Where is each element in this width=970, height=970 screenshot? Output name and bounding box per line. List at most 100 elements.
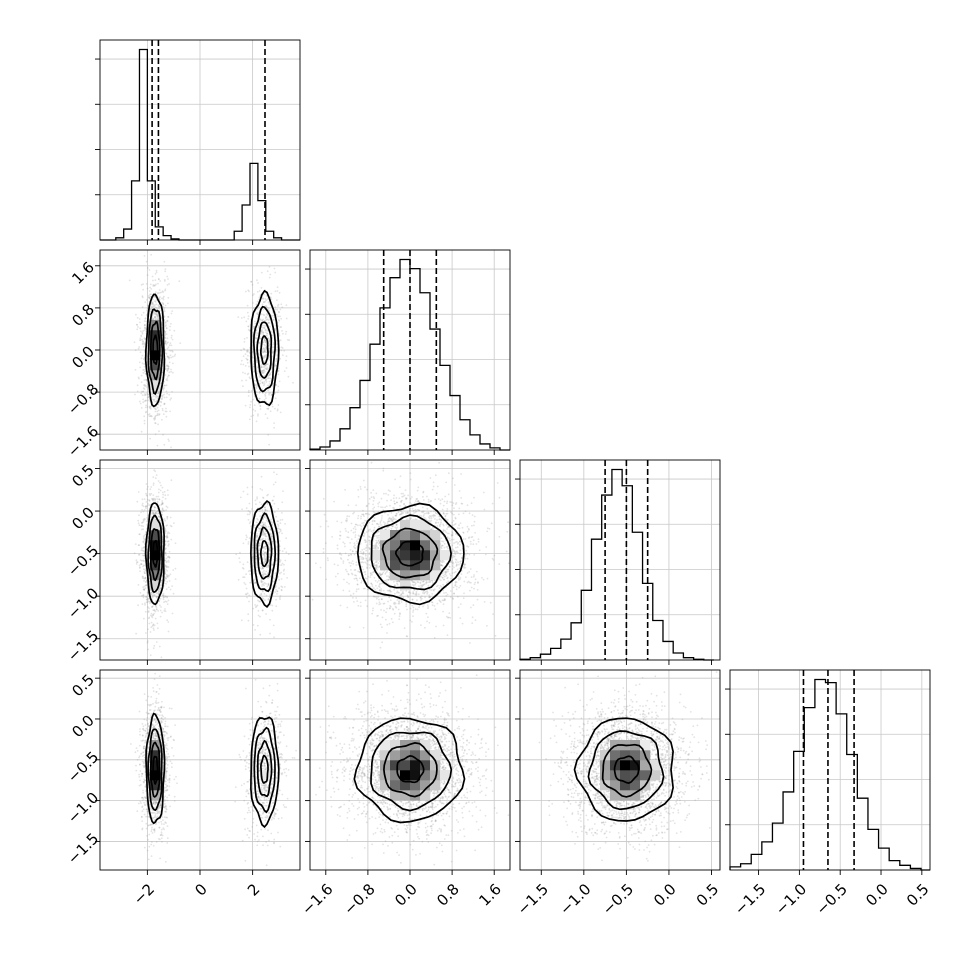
sample-point	[143, 571, 146, 573]
sample-point	[246, 373, 249, 376]
sample-point	[148, 415, 151, 417]
sample-point	[284, 333, 287, 335]
sample-point	[152, 303, 155, 306]
sample-point	[169, 573, 172, 576]
sample-point	[278, 596, 281, 599]
sample-point	[269, 590, 272, 593]
sample-point	[139, 321, 141, 324]
sample-point	[265, 316, 268, 318]
sample-point	[167, 296, 170, 299]
panel-frame	[519, 459, 721, 661]
sample-point	[143, 368, 145, 371]
sample-point	[258, 501, 261, 504]
sample-point	[281, 512, 283, 514]
sample-point	[150, 621, 153, 624]
sample-point	[246, 349, 248, 352]
sample-point	[466, 552, 469, 555]
sample-point	[156, 444, 159, 447]
sample-point	[157, 282, 159, 285]
sample-point	[265, 566, 268, 568]
sample-point	[283, 547, 286, 550]
sample-point	[166, 337, 169, 340]
sample-point	[458, 586, 460, 589]
sample-point	[142, 283, 145, 285]
sample-point	[266, 509, 269, 512]
sample-point	[385, 611, 387, 614]
sample-point	[276, 299, 278, 301]
sample-point	[147, 390, 149, 393]
sample-point	[159, 489, 162, 492]
sample-point	[245, 534, 248, 537]
sample-point	[261, 381, 264, 384]
sample-point	[157, 495, 160, 498]
sample-point	[144, 505, 147, 508]
sample-point	[146, 516, 149, 519]
sample-point	[147, 600, 150, 602]
sample-point	[164, 330, 167, 333]
sample-point	[152, 305, 155, 307]
sample-point	[141, 296, 144, 299]
sample-point	[157, 395, 160, 398]
sample-point	[276, 391, 279, 394]
sample-point	[245, 538, 247, 541]
sample-point	[144, 384, 147, 387]
sample-point	[139, 339, 141, 342]
sample-point	[253, 370, 255, 373]
sample-point	[279, 326, 282, 328]
sample-point	[167, 365, 170, 368]
sample-point	[144, 406, 147, 409]
sample-point	[157, 610, 160, 612]
sample-point	[139, 533, 141, 535]
sample-point	[254, 499, 257, 502]
sample-point	[265, 551, 267, 554]
sample-point	[258, 544, 261, 547]
sample-point	[164, 608, 166, 610]
sample-point	[155, 396, 157, 399]
sample-point	[271, 609, 274, 612]
sample-point	[263, 516, 266, 519]
sample-point	[167, 302, 169, 305]
sample-point	[161, 611, 164, 614]
sample-point	[259, 615, 261, 618]
sample-point	[168, 357, 170, 360]
sample-point	[354, 574, 356, 577]
sample-point	[137, 519, 140, 522]
sample-point	[162, 596, 165, 599]
sample-point	[162, 594, 164, 596]
sample-point	[277, 507, 280, 510]
sample-point	[402, 596, 405, 599]
sample-point	[268, 392, 270, 394]
sample-point	[163, 387, 166, 389]
sample-point	[263, 326, 266, 329]
sample-point	[172, 362, 174, 365]
sample-point	[170, 356, 173, 359]
sample-point	[237, 578, 240, 581]
sample-point	[247, 518, 250, 521]
sample-point	[490, 522, 493, 525]
sample-point	[149, 631, 152, 633]
sample-point	[155, 414, 158, 417]
sample-point	[260, 366, 262, 369]
sample-point	[166, 275, 169, 278]
sample-point	[255, 391, 258, 394]
sample-point	[278, 564, 281, 566]
sample-point	[164, 289, 166, 292]
sample-point	[162, 496, 164, 499]
sample-point	[268, 443, 271, 446]
sample-point	[142, 593, 145, 596]
sample-point	[268, 344, 271, 347]
sample-point	[144, 518, 147, 520]
sample-point	[263, 348, 266, 351]
sample-point	[148, 296, 151, 299]
sample-point	[143, 384, 146, 386]
sample-point	[280, 564, 283, 566]
sample-point	[256, 624, 259, 627]
sample-point	[138, 514, 140, 517]
sample-point	[262, 347, 265, 350]
sample-point	[260, 313, 263, 316]
sample-point	[165, 415, 168, 418]
sample-point	[143, 365, 146, 368]
sample-point	[266, 333, 268, 335]
sample-point	[146, 386, 148, 388]
